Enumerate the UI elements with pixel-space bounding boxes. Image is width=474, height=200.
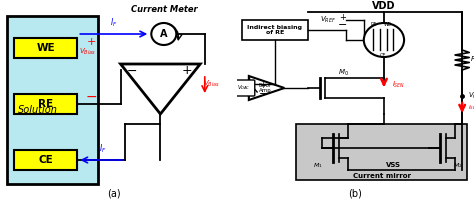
Text: Current mirror: Current mirror xyxy=(353,173,410,179)
Text: WE: WE xyxy=(36,43,55,53)
Text: −: − xyxy=(127,64,137,77)
Polygon shape xyxy=(249,76,284,100)
Text: $M_1$: $M_1$ xyxy=(313,162,322,170)
Text: $I_F$: $I_F$ xyxy=(99,142,106,155)
Text: +: + xyxy=(181,64,192,77)
Text: $V_{REF}$: $V_{REF}$ xyxy=(320,15,337,25)
Text: $V_{Bias}$: $V_{Bias}$ xyxy=(203,79,220,89)
Text: +: + xyxy=(260,80,266,90)
Bar xyxy=(7,16,98,184)
Text: $I_{SEN\,OUT}$: $I_{SEN\,OUT}$ xyxy=(468,104,474,112)
Text: −: − xyxy=(258,89,268,99)
Text: $R_M$: $R_M$ xyxy=(470,55,474,65)
Text: Solution: Solution xyxy=(18,105,58,115)
Text: $V_{OUT}$: $V_{OUT}$ xyxy=(468,91,474,101)
Text: −: − xyxy=(338,20,347,30)
Bar xyxy=(14,94,77,114)
Text: VDD: VDD xyxy=(372,1,396,11)
Circle shape xyxy=(151,23,176,45)
Text: Error
Amp: Error Amp xyxy=(259,83,272,93)
Text: −: − xyxy=(85,90,97,104)
Text: $M_2$: $M_2$ xyxy=(453,162,462,170)
Text: $V_{DAC}$: $V_{DAC}$ xyxy=(237,84,251,92)
Bar xyxy=(14,38,77,58)
Text: CE: CE xyxy=(38,155,53,165)
Bar xyxy=(296,124,467,180)
Text: WE: WE xyxy=(384,22,392,27)
Text: RE: RE xyxy=(371,22,377,27)
Text: (a): (a) xyxy=(107,189,120,199)
Text: $I_{SEN}$: $I_{SEN}$ xyxy=(392,80,405,90)
Text: CE: CE xyxy=(380,53,386,58)
Text: Current Meter: Current Meter xyxy=(130,5,197,15)
Text: $I_F$: $I_F$ xyxy=(110,17,118,29)
Text: A: A xyxy=(160,29,168,39)
FancyBboxPatch shape xyxy=(233,80,255,96)
Text: Indirect biasing
of RE: Indirect biasing of RE xyxy=(247,25,302,35)
Text: VSS: VSS xyxy=(386,162,401,168)
Text: +: + xyxy=(86,37,96,47)
Bar xyxy=(242,20,308,40)
Text: $V_{Bias}$: $V_{Bias}$ xyxy=(79,47,96,57)
Circle shape xyxy=(364,23,404,57)
Text: (b): (b) xyxy=(348,189,363,199)
Text: RE: RE xyxy=(38,99,53,109)
Polygon shape xyxy=(120,64,200,114)
Text: +: + xyxy=(339,12,346,21)
Bar xyxy=(14,150,77,170)
Text: $M_0$: $M_0$ xyxy=(338,68,349,78)
